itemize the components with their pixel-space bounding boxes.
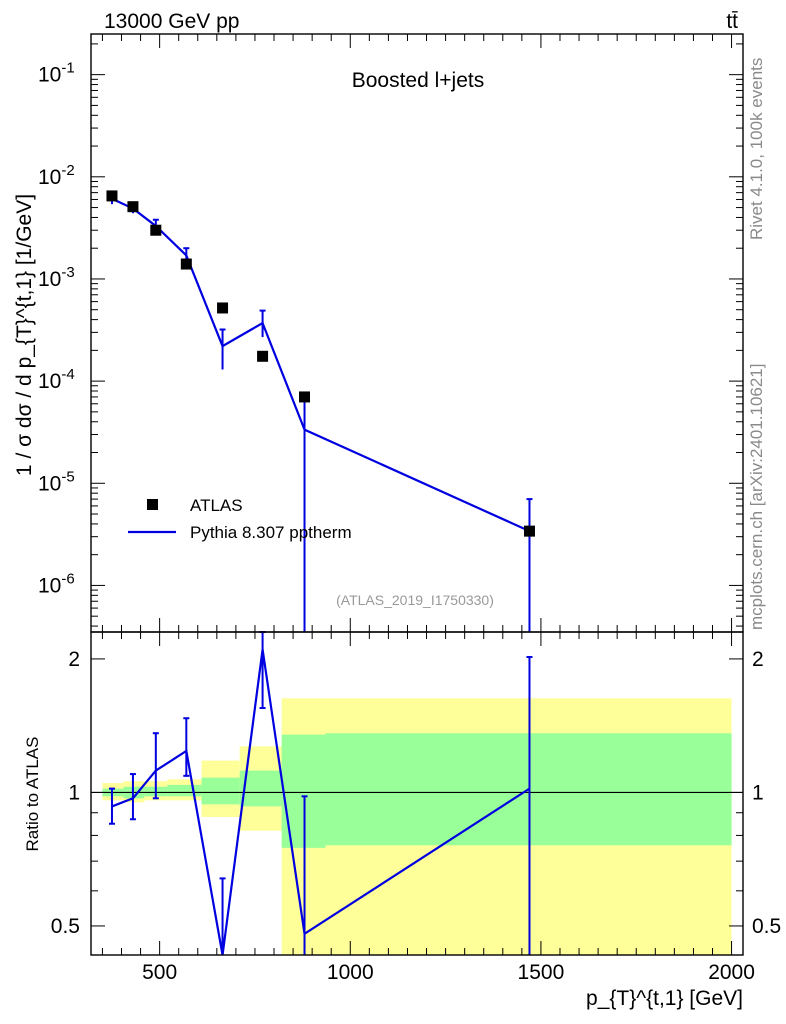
- x-tick-label: 1000: [327, 961, 374, 984]
- y-tick-label: 10-4: [38, 366, 75, 393]
- y-tick-label: 10-2: [38, 162, 75, 189]
- x-tick-label: 2000: [708, 961, 755, 984]
- atlas-data-point: [217, 302, 229, 314]
- ratio-y-axis-label: Ratio to ATLAS: [23, 737, 42, 852]
- y-tick-label: 10-6: [38, 570, 75, 597]
- x-tick-label: 1500: [518, 961, 565, 984]
- atlas-data-point: [299, 391, 311, 403]
- atlas-data-point: [127, 201, 139, 213]
- x-tick-label: 500: [142, 961, 177, 984]
- ratio-y-tick-label-right: 2: [752, 648, 764, 671]
- main-frame: [90, 33, 744, 633]
- ratio-y-tick-label-left: 0.5: [51, 915, 80, 938]
- atlas-data-point: [180, 258, 192, 270]
- atlas-data-point: [106, 190, 118, 202]
- atlas-data-point: [150, 224, 162, 236]
- ratio-y-tick-label-left: 1: [68, 781, 80, 804]
- x-axis-label: p_{T}^{t,1} [GeV]: [586, 987, 743, 1010]
- legend-atlas-marker: [147, 499, 158, 510]
- y-tick-label: 10-3: [38, 264, 75, 291]
- ratio-frame: [90, 631, 744, 956]
- legend-atlas-label: ATLAS: [190, 496, 243, 515]
- y-tick-label: 10-5: [38, 468, 75, 495]
- ratio-band-inner: [167, 784, 202, 797]
- ratio-band-inner: [201, 777, 240, 805]
- ratio-y-tick-label-right: 0.5: [752, 915, 781, 938]
- plot-title: Boosted l+jets: [352, 69, 485, 92]
- mc-line: [111, 197, 530, 533]
- analysis-watermark: (ATLAS_2019_I1750330): [336, 592, 494, 608]
- rivet-label: Rivet 4.1.0, 100k events: [747, 58, 766, 240]
- main-panel: 10-1 10-2 10-3 10-4 10-5 10-6 Boosted l+jets (A…: [13, 34, 743, 632]
- frames: [90, 33, 744, 956]
- legend-mc-label: Pythia 8.307 pptherm: [190, 523, 352, 542]
- ratio-panel: 0.5 0.5 1 1 2 2 500 1000 1500 2000 Ratio to ATLAS p…: [23, 631, 781, 1010]
- atlas-data-point: [523, 525, 535, 537]
- ratio-y-tick-label-right: 1: [752, 781, 764, 804]
- ratio-y-tick-label-left: 2: [68, 648, 80, 671]
- energy-label: 13000 GeV pp: [104, 10, 239, 33]
- ratio-mc-line: [111, 649, 531, 956]
- y-axis-label: 1 / σ dσ / d p_{T}^{t,1} [1/GeV]: [13, 194, 36, 476]
- mcplots-label: mcplots.cern.ch [arXiv:2401.10621]: [747, 364, 766, 630]
- process-label: tt̄: [726, 10, 738, 33]
- atlas-data-point: [257, 350, 269, 362]
- y-tick-label: 10-1: [38, 60, 75, 87]
